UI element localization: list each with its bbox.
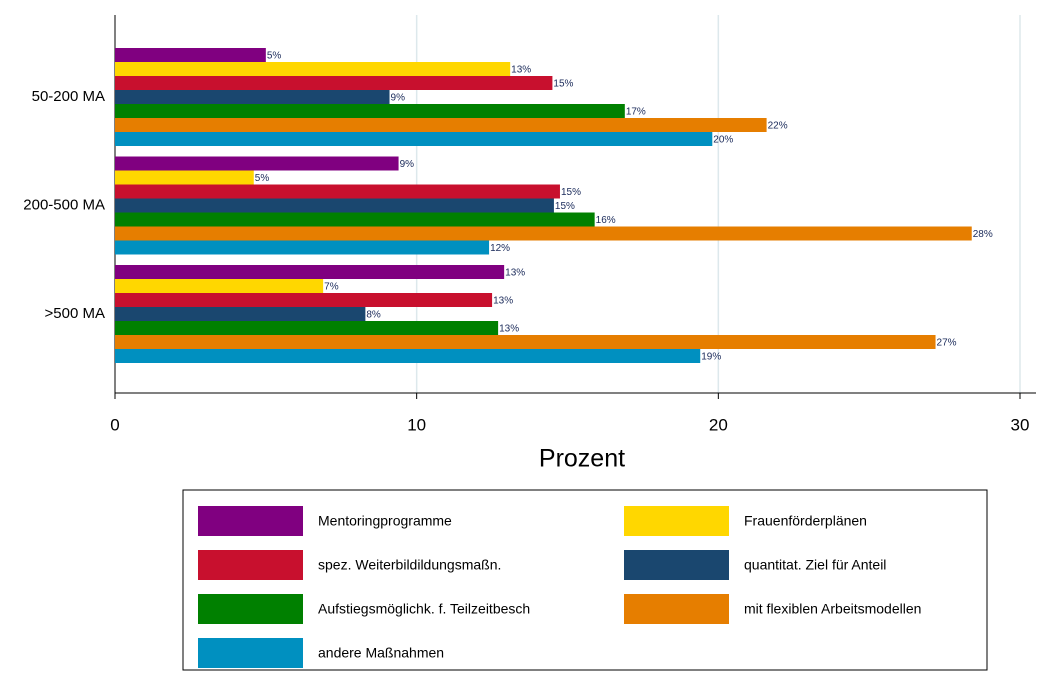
value-label: 13%	[499, 324, 519, 335]
bar	[115, 118, 767, 132]
legend-swatch	[198, 594, 303, 624]
value-label: 13%	[505, 268, 525, 279]
value-label: 9%	[391, 93, 406, 104]
bar	[115, 307, 366, 321]
value-label: 22%	[768, 121, 788, 132]
bar	[115, 321, 499, 335]
value-label: 28%	[973, 229, 993, 240]
x-tick-label: 10	[407, 415, 426, 434]
value-label: 7%	[324, 282, 339, 293]
legend-label: mit flexiblen Arbeitsmodellen	[744, 601, 921, 617]
legend-label: Mentoringprogramme	[318, 513, 452, 529]
bar	[115, 279, 324, 293]
value-label: 15%	[555, 201, 575, 212]
value-label: 12%	[490, 243, 510, 254]
bar	[115, 132, 713, 146]
value-label: 16%	[596, 215, 616, 226]
value-label: 15%	[561, 187, 581, 198]
value-label: 19%	[701, 352, 721, 363]
x-tick-label: 20	[709, 415, 728, 434]
legend-swatch	[198, 550, 303, 580]
value-label: 9%	[400, 159, 415, 170]
y-tick-label: 50-200 MA	[32, 88, 105, 105]
bar	[115, 335, 936, 349]
value-label: 5%	[267, 51, 282, 62]
legend-swatch	[624, 550, 729, 580]
bar	[115, 349, 701, 363]
bar	[115, 184, 560, 199]
value-label: 13%	[511, 65, 531, 76]
value-label: 13%	[493, 296, 513, 307]
legend-label: Frauenförderplänen	[744, 513, 867, 529]
bar	[115, 104, 625, 118]
x-axis-label: Prozent	[539, 445, 625, 473]
y-tick-label: >500 MA	[45, 305, 105, 322]
y-tick-label: 200-500 MA	[23, 196, 105, 213]
legend-label: Aufstiegsmöglichk. f. Teilzeitbesch	[318, 601, 530, 617]
value-label: 27%	[937, 338, 957, 349]
legend-label: quantitat. Ziel für Anteil	[744, 557, 886, 573]
x-tick-label: 30	[1011, 415, 1030, 434]
bar	[115, 198, 554, 213]
x-tick-label: 0	[110, 415, 119, 434]
bar	[115, 48, 266, 62]
bar	[115, 293, 493, 307]
bar	[115, 170, 254, 185]
bar	[115, 156, 399, 171]
bar	[115, 212, 595, 227]
bar	[115, 265, 505, 279]
value-label: 20%	[713, 135, 733, 146]
bar	[115, 62, 511, 76]
legend-swatch	[198, 506, 303, 536]
bar	[115, 226, 972, 241]
bar	[115, 240, 490, 255]
legend-swatch	[624, 506, 729, 536]
value-label: 15%	[553, 79, 573, 90]
legend-label: andere Maßnahmen	[318, 645, 444, 661]
legend-label: spez. Weiterbildildungsmaßn.	[318, 557, 501, 573]
value-label: 8%	[366, 310, 381, 321]
legend-box	[182, 489, 988, 671]
value-label: 5%	[255, 173, 270, 184]
legend-swatch	[198, 638, 303, 668]
value-label: 17%	[626, 107, 646, 118]
bar	[115, 90, 390, 104]
bar	[115, 76, 553, 90]
legend-swatch	[624, 594, 729, 624]
